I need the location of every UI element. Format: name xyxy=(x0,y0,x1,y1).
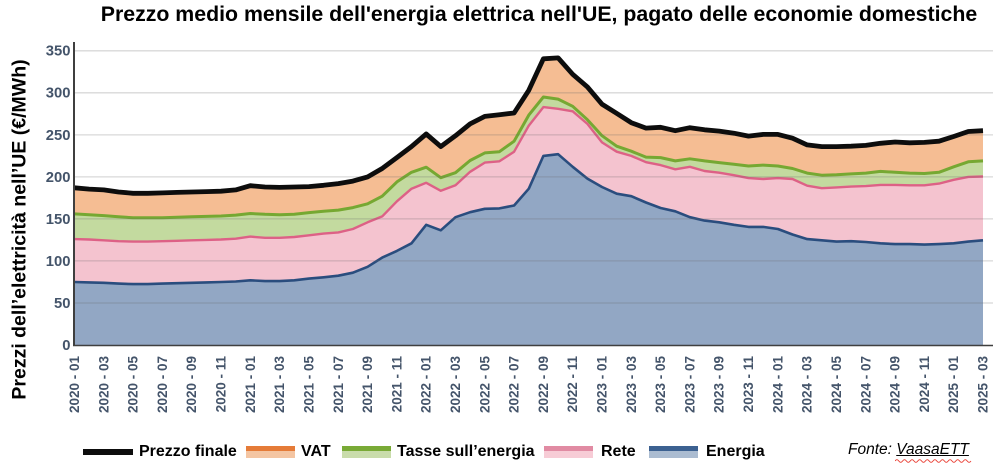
svg-text:2023 - 11: 2023 - 11 xyxy=(741,356,756,413)
svg-text:2022 - 09: 2022 - 09 xyxy=(536,356,551,413)
svg-text:2020 - 05: 2020 - 05 xyxy=(126,356,141,414)
svg-text:2025 - 01: 2025 - 01 xyxy=(946,356,961,414)
svg-text:2020 - 01: 2020 - 01 xyxy=(67,356,82,414)
svg-text:2020 - 07: 2020 - 07 xyxy=(155,356,170,413)
svg-text:2021 - 05: 2021 - 05 xyxy=(302,356,317,414)
svg-text:2024 - 07: 2024 - 07 xyxy=(858,356,873,413)
svg-text:2021 - 01: 2021 - 01 xyxy=(243,356,258,414)
svg-text:2020 - 09: 2020 - 09 xyxy=(184,356,199,413)
svg-text:2023 - 07: 2023 - 07 xyxy=(682,356,697,413)
svg-text:2024 - 05: 2024 - 05 xyxy=(829,356,844,414)
svg-text:2023 - 03: 2023 - 03 xyxy=(624,356,639,414)
svg-text:2021 - 09: 2021 - 09 xyxy=(360,356,375,413)
svg-text:2024 - 01: 2024 - 01 xyxy=(770,356,785,414)
svg-text:2024 - 03: 2024 - 03 xyxy=(800,356,815,414)
svg-text:2025 - 03: 2025 - 03 xyxy=(976,356,991,414)
svg-text:350: 350 xyxy=(46,44,71,60)
svg-text:2020 - 03: 2020 - 03 xyxy=(96,356,111,414)
svg-text:150: 150 xyxy=(46,212,71,228)
svg-text:2022 - 05: 2022 - 05 xyxy=(477,356,492,414)
svg-text:200: 200 xyxy=(46,170,71,186)
svg-text:2023 - 01: 2023 - 01 xyxy=(595,356,610,414)
svg-text:2022 - 07: 2022 - 07 xyxy=(507,356,522,413)
svg-text:2024 - 11: 2024 - 11 xyxy=(917,356,932,413)
svg-text:2020 - 11: 2020 - 11 xyxy=(214,356,229,413)
svg-text:2022 - 11: 2022 - 11 xyxy=(565,356,580,413)
svg-text:2021 - 03: 2021 - 03 xyxy=(272,356,287,414)
svg-text:2022 - 01: 2022 - 01 xyxy=(419,356,434,414)
svg-text:2021 - 07: 2021 - 07 xyxy=(331,356,346,413)
svg-text:50: 50 xyxy=(54,296,70,312)
svg-text:2024 - 09: 2024 - 09 xyxy=(888,356,903,413)
svg-text:2023 - 09: 2023 - 09 xyxy=(712,356,727,413)
svg-text:300: 300 xyxy=(46,86,71,102)
svg-text:250: 250 xyxy=(46,128,71,144)
svg-text:2021 - 11: 2021 - 11 xyxy=(389,356,404,413)
svg-text:0: 0 xyxy=(62,338,70,354)
svg-text:2023 - 05: 2023 - 05 xyxy=(653,356,668,414)
svg-text:100: 100 xyxy=(46,254,71,270)
svg-text:2022 - 03: 2022 - 03 xyxy=(448,356,463,414)
